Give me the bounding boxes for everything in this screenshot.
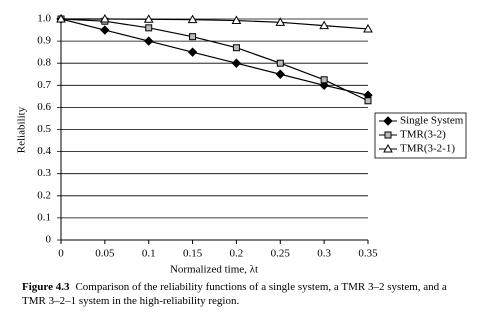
- marker: [383, 116, 393, 126]
- x-axis-label: Normalized time, λt: [170, 264, 258, 275]
- x-tick-label: 0.2: [230, 248, 244, 260]
- y-tick-label: 0.7: [37, 79, 51, 91]
- marker: [275, 69, 285, 79]
- y-axis-label: Reliability: [16, 106, 28, 153]
- legend-label: TMR(3-2-1): [400, 143, 455, 155]
- marker: [320, 76, 328, 84]
- y-tick-label: 0.8: [37, 57, 51, 69]
- y-tick-label: 0.4: [37, 145, 51, 157]
- legend-label: TMR(3-2): [400, 129, 446, 141]
- y-tick-label: 0.3: [37, 167, 51, 179]
- marker: [189, 33, 197, 41]
- marker: [187, 47, 198, 57]
- series-line: [60, 18, 369, 102]
- caption: Figure 4.3 Comparison of the reliability …: [22, 280, 467, 308]
- marker: [232, 44, 240, 52]
- marker: [187, 14, 198, 24]
- y-tick-label: 0.1: [37, 211, 51, 223]
- marker: [276, 59, 284, 67]
- marker: [100, 25, 110, 35]
- marker: [364, 97, 372, 105]
- x-tick-label: 0.25: [271, 248, 291, 260]
- x-tick-label: 0: [58, 248, 64, 260]
- y-tick-label: 0.9: [37, 35, 51, 47]
- y-tick-label: 1.0: [37, 13, 51, 25]
- caption-label: Figure 4.3: [22, 281, 70, 293]
- marker: [56, 13, 66, 23]
- legend-label: Single System: [400, 115, 464, 127]
- series-line: [60, 18, 369, 96]
- marker: [231, 15, 242, 25]
- x-tick-label: 0.05: [95, 248, 115, 260]
- marker: [383, 143, 393, 153]
- chart: Reliability Normalized time, λt 0 0.1 0.2 0…: [16, 13, 467, 275]
- x-tick-label: 0.35: [358, 248, 378, 260]
- marker: [384, 131, 392, 139]
- marker: [145, 24, 153, 32]
- marker: [319, 80, 329, 91]
- marker: [144, 36, 154, 46]
- marker: [275, 17, 286, 26]
- marker: [143, 14, 154, 23]
- marker: [99, 13, 110, 23]
- caption-text: Comparison of the reliability functions …: [22, 281, 447, 307]
- y-tick-label: 0.5: [37, 123, 51, 135]
- marker: [319, 20, 330, 30]
- x-tick-label: 0.15: [183, 248, 203, 260]
- x-tick-label: 0.3: [317, 248, 331, 260]
- series-line: [61, 18, 369, 30]
- y-tick-label: 0.2: [37, 189, 51, 201]
- marker: [231, 58, 242, 68]
- y-tick-label: 0.6: [37, 101, 51, 113]
- marker: [363, 23, 373, 33]
- y-tick-label: 0: [46, 234, 52, 246]
- x-tick-label: 0.1: [142, 248, 156, 260]
